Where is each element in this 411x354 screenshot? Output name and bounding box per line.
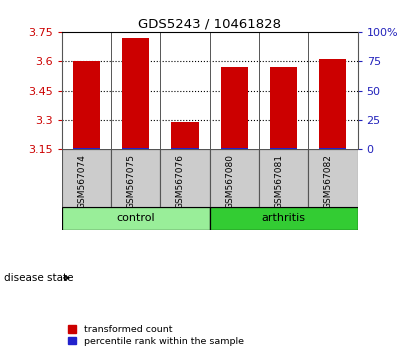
Bar (171, 122, 199, 149)
Bar (210, 207, 358, 230)
Bar (122, 148, 149, 149)
Text: control: control (116, 213, 155, 223)
Bar (270, 148, 297, 149)
Bar (270, 67, 297, 149)
Bar (319, 59, 346, 149)
Bar (111, 149, 160, 207)
Title: GDS5243 / 10461828: GDS5243 / 10461828 (138, 18, 281, 31)
Bar (210, 149, 259, 207)
Text: GSM567080: GSM567080 (225, 154, 234, 209)
Legend: transformed count, percentile rank within the sample: transformed count, percentile rank withi… (68, 325, 244, 346)
Bar (160, 149, 210, 207)
Text: arthritis: arthritis (261, 213, 306, 223)
Text: GSM567081: GSM567081 (275, 154, 284, 209)
Bar (319, 148, 346, 149)
Bar (221, 148, 248, 149)
Bar (171, 148, 199, 149)
Text: GSM567075: GSM567075 (127, 154, 136, 209)
Bar (122, 38, 149, 149)
Text: disease state: disease state (4, 273, 74, 283)
Bar (62, 149, 111, 207)
Bar (221, 67, 248, 149)
Bar (259, 149, 308, 207)
Bar (62, 207, 210, 230)
Text: GSM567074: GSM567074 (77, 154, 86, 209)
Bar (73, 61, 100, 149)
Bar (308, 149, 358, 207)
Text: GSM567082: GSM567082 (324, 154, 333, 209)
Bar (73, 148, 100, 149)
Text: GSM567076: GSM567076 (176, 154, 185, 209)
